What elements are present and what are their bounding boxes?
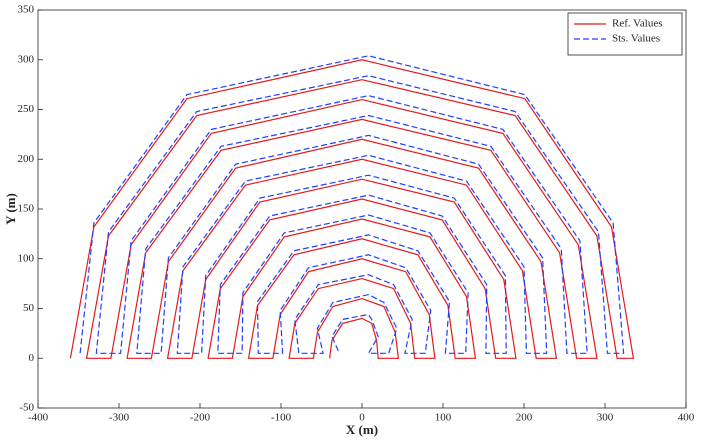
x-tick-label: 200 [516,412,533,424]
y-tick-label: 50 [23,302,35,314]
x-tick-label: -100 [271,412,292,424]
x-tick-label: -300 [109,412,130,424]
x-tick-label: 300 [597,412,614,424]
x-tick-label: -200 [190,412,211,424]
series-line [69,59,635,359]
y-tick-label: 150 [18,203,35,215]
y-tick-label: 100 [18,252,35,264]
y-tick-label: -50 [19,402,34,414]
plot-area [37,9,687,409]
series-line [79,55,625,354]
x-tick-label: -400 [28,412,49,424]
y-tick-label: 200 [18,153,35,165]
y-tick-label: 250 [18,103,35,115]
legend-label: Ref. Values [612,18,663,30]
x-axis-title: X (m) [346,422,378,437]
y-tick-label: 300 [18,53,35,65]
legend-box [567,12,683,56]
legend-label: Sts. Values [612,33,660,45]
y-axis-title: Y (m) [3,193,18,225]
x-tick-label: 400 [678,412,695,424]
y-tick-label: 0 [29,352,35,364]
y-tick-label: 350 [18,4,35,16]
x-tick-label: 100 [435,412,452,424]
x-tick-label: 0 [359,412,365,424]
